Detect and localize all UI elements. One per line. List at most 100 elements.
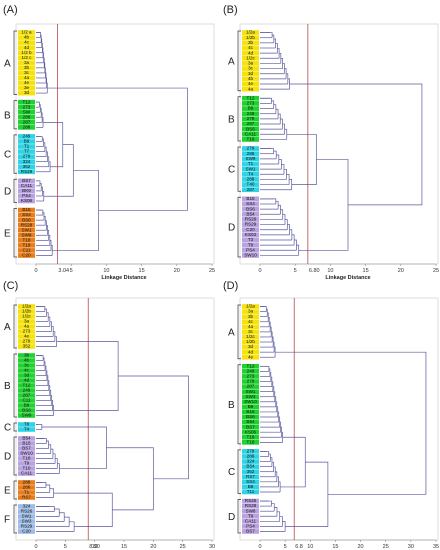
leaf-label: SW8 bbox=[246, 508, 256, 513]
leaf-label: 1/2a bbox=[22, 304, 31, 309]
dendrogram-link bbox=[275, 108, 279, 119]
leaf-swatch bbox=[242, 222, 259, 227]
dendrogram-link bbox=[286, 73, 289, 84]
x-tick-label: 20 bbox=[358, 544, 364, 550]
leaf-swatch bbox=[18, 70, 35, 76]
leaf-swatch bbox=[242, 349, 259, 355]
dendrogram-link bbox=[260, 198, 277, 204]
leaf-label: 3b bbox=[24, 65, 30, 70]
leaf-swatch bbox=[18, 243, 35, 248]
plot-frame bbox=[239, 23, 439, 265]
leaf-label: 273 bbox=[23, 104, 31, 109]
dendrogram-link bbox=[271, 331, 273, 343]
leaf-label: C11 bbox=[22, 248, 31, 253]
leaf-swatch bbox=[18, 154, 35, 159]
x-tick-label: 20 bbox=[398, 268, 404, 274]
dendrogram-link bbox=[284, 68, 287, 79]
dendrogram-link bbox=[41, 426, 107, 469]
leaf-swatch bbox=[18, 227, 35, 233]
leaf-label: CA11 bbox=[21, 471, 33, 476]
leaf-swatch bbox=[242, 459, 259, 464]
dendrogram-link bbox=[47, 156, 50, 167]
leaf-label: 273 bbox=[23, 329, 31, 334]
leaf-swatch bbox=[242, 518, 259, 524]
leaf-swatch bbox=[18, 427, 35, 432]
leaf-swatch bbox=[18, 248, 35, 253]
leaf-label: 3d bbox=[248, 71, 254, 76]
leaf-label: SW3 bbox=[246, 394, 256, 399]
leaf-swatch bbox=[18, 373, 35, 378]
leaf-swatch bbox=[242, 369, 259, 374]
leaf-label: BS7 bbox=[22, 446, 31, 451]
x-tick-label: 0 bbox=[34, 268, 37, 274]
leaf-swatch bbox=[242, 131, 259, 137]
leaf-label: CA11 bbox=[245, 131, 257, 136]
leaf-swatch bbox=[242, 404, 259, 410]
leaf-label: RS29 bbox=[21, 524, 33, 529]
leaf-label: C20 bbox=[246, 227, 255, 232]
x-tick-label: 10 bbox=[103, 268, 109, 274]
leaf-label: 4d bbox=[24, 378, 30, 383]
leaf-label: 279 bbox=[247, 379, 255, 384]
dendrogram-link bbox=[273, 466, 276, 477]
cut-value-label: 8.90 bbox=[89, 544, 100, 550]
leaf-swatch bbox=[18, 193, 35, 199]
leaf-swatch bbox=[242, 177, 259, 182]
leaf-label: 3d bbox=[24, 373, 30, 378]
leaf-label: T4 bbox=[24, 427, 30, 432]
group-brace bbox=[237, 304, 241, 360]
dendrogram-link bbox=[279, 421, 282, 433]
dendrogram-link bbox=[267, 312, 269, 322]
leaf-swatch bbox=[242, 171, 259, 177]
leaf-label: B8 bbox=[248, 484, 254, 489]
leaf-swatch bbox=[18, 120, 35, 125]
dendrogram-link bbox=[289, 179, 293, 190]
dendrogram-link bbox=[260, 365, 270, 372]
leaf-swatch bbox=[242, 414, 259, 420]
leaf-label: 249 bbox=[247, 111, 255, 116]
x-tick-label: 15 bbox=[139, 268, 145, 274]
dendrogram-link bbox=[280, 209, 284, 220]
leaf-swatch bbox=[18, 413, 35, 418]
dendrogram-link bbox=[281, 431, 283, 443]
dendrogram-link bbox=[283, 168, 287, 180]
leaf-swatch bbox=[18, 85, 35, 91]
leaf-swatch bbox=[18, 383, 35, 388]
dendrogram-link bbox=[43, 357, 45, 366]
leaf-swatch bbox=[242, 253, 259, 258]
leaf-label: SW1 bbox=[22, 514, 32, 519]
leaf-swatch bbox=[242, 95, 259, 101]
group-label: A bbox=[228, 56, 235, 67]
leaf-label: 1/2a bbox=[246, 304, 255, 309]
dendrogram-link bbox=[278, 159, 282, 170]
dendrogram-link bbox=[48, 316, 51, 327]
leaf-swatch bbox=[18, 169, 35, 175]
leaf-label: SW1 bbox=[22, 227, 32, 232]
dendrogram-link bbox=[43, 144, 74, 197]
x-tick-label: 20 bbox=[174, 268, 180, 274]
dendrogram-link bbox=[285, 461, 329, 527]
leaf-label: SW3 bbox=[22, 519, 32, 524]
leaf-swatch bbox=[18, 461, 35, 466]
leaf-label: T18 bbox=[247, 439, 255, 444]
leaf-label: RS29 bbox=[245, 222, 257, 227]
leaf-swatch bbox=[18, 436, 35, 441]
dendrogram-link bbox=[36, 209, 44, 216]
leaf-swatch bbox=[242, 379, 259, 384]
leaf-swatch bbox=[18, 378, 35, 383]
dendrogram-link bbox=[57, 463, 60, 474]
leaf-swatch bbox=[242, 196, 259, 202]
leaf-swatch bbox=[242, 319, 259, 325]
dendrogram-link bbox=[47, 380, 50, 391]
dendrogram-link bbox=[48, 235, 51, 246]
dendrogram-link bbox=[282, 63, 285, 74]
leaf-label: 3a bbox=[24, 60, 30, 65]
leaf-label: T8 bbox=[24, 422, 30, 427]
leaf-swatch bbox=[18, 45, 35, 50]
leaf-swatch bbox=[242, 156, 259, 162]
dendrogram-link bbox=[278, 481, 281, 492]
leaf-label: 287 bbox=[247, 187, 255, 192]
dendrogram-link bbox=[278, 416, 281, 428]
dendrogram-link bbox=[282, 214, 286, 225]
x-tick-label: 15 bbox=[332, 544, 338, 550]
